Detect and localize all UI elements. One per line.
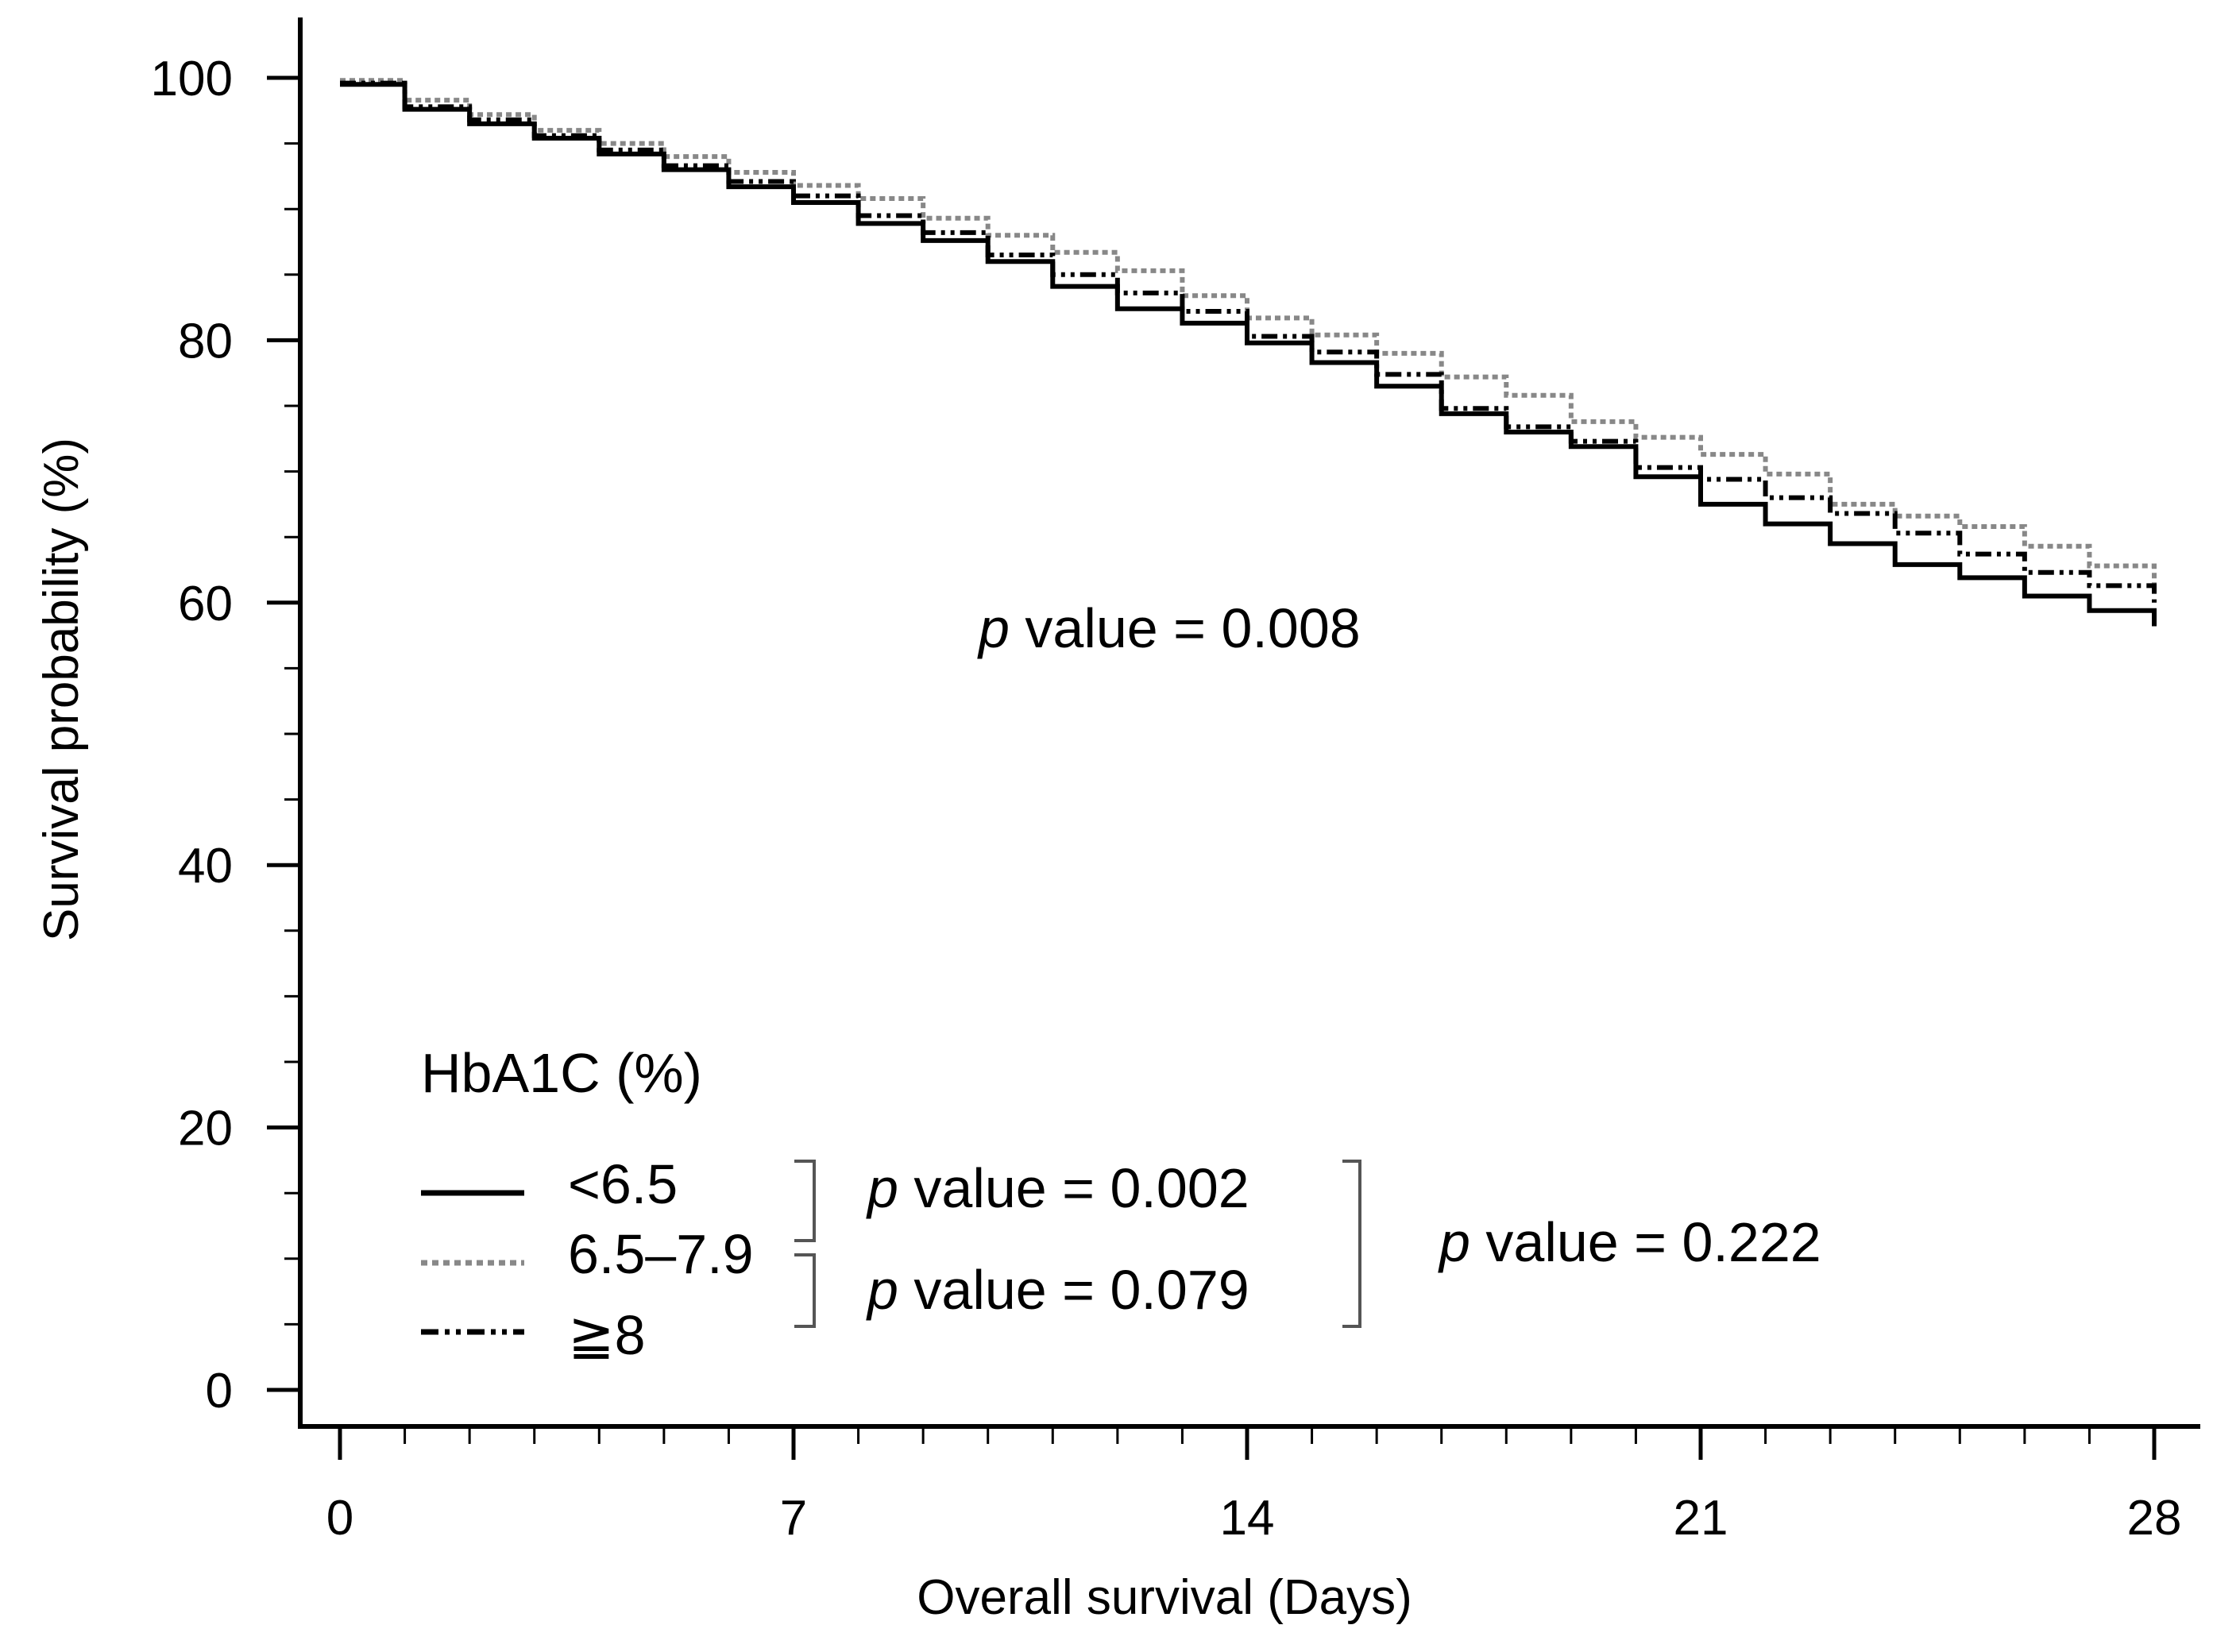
legend-label-lt65: <6.5 [568,1153,678,1215]
p-value-2-vs-3: p value = 0.079 [866,1259,1249,1321]
bracket-1-3 [1342,1160,1361,1328]
x-tick-label: 7 [780,1491,807,1546]
overall-p-value: p value = 0.008 [977,597,1361,659]
y-tick-label: 0 [206,1364,233,1418]
y-tick-label: 40 [178,839,233,894]
axes: 0 20 40 60 80 100 0 7 14 21 28 [151,17,2200,1546]
p-value-1-vs-2: p value = 0.002 [866,1157,1249,1219]
bracket-1-2 [794,1160,816,1242]
survival-curve-solid [340,82,2157,627]
x-tick-label: 21 [1674,1491,1728,1546]
y-tick-label: 20 [178,1102,233,1156]
legend-title: HbA1C (%) [421,1042,702,1104]
x-tick-label: 28 [2127,1491,2182,1546]
x-tick-label: 14 [1220,1491,1275,1546]
y-axis-title: Survival probability (%) [34,438,89,941]
y-tick-label: 100 [151,52,233,106]
y-tick-label: 80 [178,314,233,369]
x-tick-label: 0 [326,1491,353,1546]
y-tick-label: 60 [178,577,233,631]
x-axis-title: Overall survival (Days) [917,1570,1412,1625]
p-value-1-vs-3: p value = 0.222 [1438,1211,1821,1273]
legend: HbA1C (%) <6.5 6.5–7.9 ≧8 [421,1042,754,1366]
legend-label-65-79: 6.5–7.9 [568,1223,754,1285]
bracket-2-3 [794,1253,816,1328]
legend-label-ge8: ≧8 [568,1304,646,1366]
survival-curves [340,78,2157,627]
